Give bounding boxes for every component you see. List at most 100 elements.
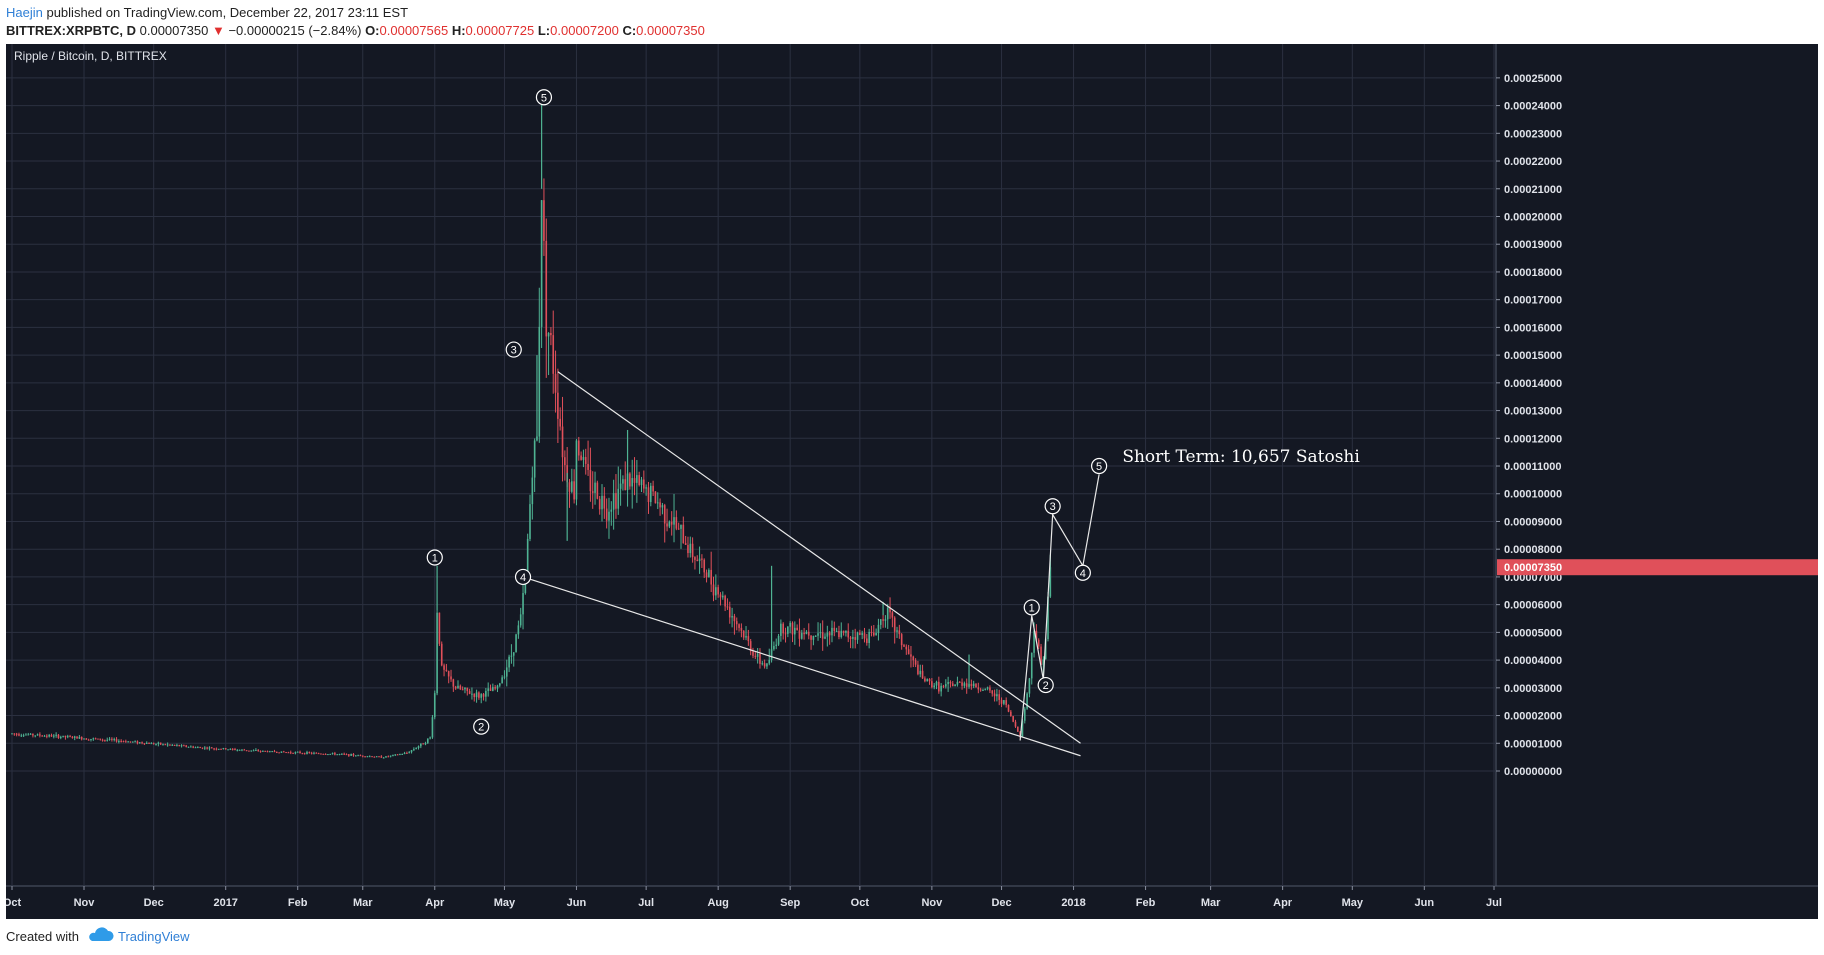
candle-body — [954, 684, 956, 687]
wave-label-3[interactable]: 3 — [1044, 498, 1061, 515]
candle-body — [436, 612, 438, 694]
candle-body — [893, 617, 896, 632]
candle-body — [199, 747, 201, 749]
candle-body — [303, 753, 306, 755]
candle-body — [266, 751, 269, 753]
x-tick-label: Aug — [707, 897, 728, 909]
candle-body — [689, 543, 692, 554]
candle-body — [512, 652, 515, 656]
candle-body — [728, 606, 731, 618]
candle-body — [773, 645, 775, 650]
candle-body — [76, 736, 78, 739]
candle-body — [104, 739, 106, 741]
y-tick-label: 0.00015000 — [1504, 350, 1562, 362]
wave-label-4[interactable]: 4 — [1074, 564, 1091, 581]
x-tick-label: Feb — [288, 897, 308, 909]
close-value: 0.00007350 — [636, 23, 705, 38]
wave-label-1[interactable]: 1 — [426, 549, 443, 566]
candle-body — [34, 735, 37, 737]
y-tick-label: 0.00012000 — [1504, 433, 1562, 445]
chart-area[interactable]: 0.00025000 0.00024000 0.00023000 0.00022000… — [3, 44, 1818, 919]
candle-body — [803, 632, 805, 635]
candle-body — [775, 644, 778, 646]
x-tick-label: Apr — [1273, 897, 1293, 909]
candle-body — [596, 482, 599, 499]
candle-body — [777, 635, 780, 645]
candle-body — [928, 679, 931, 682]
tradingview-link[interactable]: TradingView — [118, 929, 190, 944]
candle-body — [701, 558, 703, 560]
candle-body — [206, 747, 208, 749]
candle-body — [496, 685, 499, 689]
candle-body — [113, 739, 116, 741]
price-chart[interactable]: 0.00025000 0.00024000 0.00023000 0.00022000… — [3, 44, 1818, 919]
candle-body — [178, 744, 181, 747]
annotation-text[interactable]: Short Term: 10,657 Satoshi — [1122, 447, 1360, 467]
candle-body — [1005, 700, 1008, 705]
candle-body — [224, 748, 227, 750]
candle-body — [20, 735, 23, 737]
candle-body — [710, 569, 713, 585]
candle-body — [557, 392, 559, 419]
wave-label-5[interactable]: 5 — [535, 89, 553, 106]
y-tick-label: 0.00020000 — [1504, 211, 1562, 223]
plot-background — [6, 44, 1496, 886]
candle-body — [996, 694, 998, 697]
candle-body — [550, 333, 552, 336]
candle-body — [287, 752, 290, 754]
author-link[interactable]: Haejin — [6, 5, 43, 20]
candle-body — [526, 538, 529, 575]
wave-label-2[interactable]: 2 — [1037, 676, 1054, 694]
candle-body — [852, 637, 854, 639]
low-value: 0.00007200 — [550, 23, 619, 38]
candle-body — [445, 669, 448, 672]
candle-body — [317, 753, 320, 755]
wave-label-5[interactable]: 5 — [1091, 457, 1108, 475]
candle-body — [417, 746, 420, 748]
candle-body — [824, 636, 826, 639]
wave-label-3[interactable]: 3 — [505, 341, 522, 358]
candle-body — [817, 633, 819, 636]
candle-body — [145, 742, 148, 744]
candle-body — [250, 750, 253, 752]
symbol-label: BITTREX:XRPBTC, D — [6, 23, 136, 38]
candle-body — [1016, 726, 1019, 732]
candle-body — [536, 436, 538, 441]
candle-body — [717, 587, 719, 595]
candle-body — [622, 479, 624, 484]
candle-body — [993, 693, 996, 697]
candle-body — [659, 502, 661, 508]
candle-body — [364, 756, 366, 758]
candle-body — [94, 738, 97, 740]
candle-body — [821, 632, 824, 639]
trendline[interactable] — [1019, 474, 1100, 741]
candle-body — [443, 665, 445, 670]
wave-label-2[interactable]: 2 — [473, 718, 490, 735]
candle-body — [52, 735, 55, 737]
candle-body — [552, 335, 555, 374]
candle-body — [92, 738, 95, 740]
candle-body — [1026, 693, 1028, 709]
trendline[interactable] — [557, 371, 1081, 744]
candle-body — [975, 683, 977, 688]
x-tick-label: Jun — [1415, 897, 1435, 909]
candle-body — [99, 738, 102, 740]
y-tick-label: 0.00025000 — [1504, 73, 1562, 85]
candle-body — [884, 619, 887, 621]
candle-body — [754, 655, 757, 657]
trendline[interactable] — [522, 576, 1081, 757]
candle-body — [473, 693, 476, 698]
candle-body — [919, 670, 922, 675]
y-tick-label: 0.00023000 — [1504, 128, 1562, 140]
candle-body — [968, 683, 970, 687]
candle-body — [394, 754, 397, 756]
candle-body — [433, 693, 436, 718]
wave-label-4[interactable]: 4 — [514, 568, 532, 586]
candle-body — [234, 749, 236, 751]
wave-label-1[interactable]: 1 — [1023, 599, 1040, 616]
candle-body — [696, 559, 699, 561]
candle-body — [115, 739, 118, 742]
candle-body — [285, 752, 287, 754]
candle-body — [510, 655, 513, 657]
candle-body — [39, 734, 41, 736]
